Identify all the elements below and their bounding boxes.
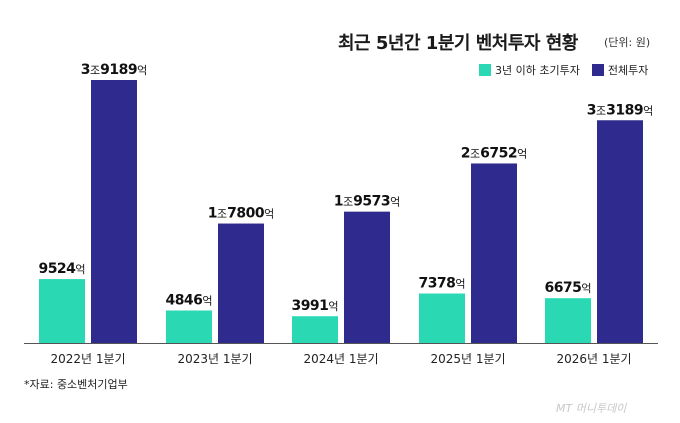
data-label-total-3: 1조9573억 xyxy=(334,194,400,210)
bar-early-1 xyxy=(39,279,85,343)
data-label-total-5: 3조3189억 xyxy=(587,102,653,118)
bar-early-3 xyxy=(292,316,338,343)
bar-total-3 xyxy=(344,211,390,343)
bar-early-4 xyxy=(419,293,465,343)
x-tick-label-1: 2022년 1분기 xyxy=(50,352,125,366)
data-label-early-5: 6675억 xyxy=(544,280,591,296)
watermark-logo: MT 머니투데이 xyxy=(556,402,627,415)
bar-total-4 xyxy=(471,163,517,343)
data-label-early-1: 9524억 xyxy=(38,261,85,277)
legend-label-total: 전체투자 xyxy=(607,64,649,77)
bar-total-5 xyxy=(597,120,643,343)
x-tick-label-5: 2026년 1분기 xyxy=(556,352,631,366)
x-tick-label-2: 2023년 1분기 xyxy=(177,352,252,366)
bar-early-2 xyxy=(166,310,212,343)
source-note: *자료: 중소벤처기업부 xyxy=(24,378,128,391)
legend: 3년 이하 초기투자 전체투자 xyxy=(479,62,648,78)
unit-note: (단위: 원) xyxy=(604,36,651,49)
legend-swatch-total xyxy=(591,64,604,76)
bar-total-2 xyxy=(218,223,264,343)
data-label-early-3: 3991억 xyxy=(291,298,338,314)
legend-swatch-early xyxy=(479,64,491,76)
data-label-total-1: 3조9189억 xyxy=(81,62,147,78)
x-tick-label-4: 2025년 1분기 xyxy=(430,352,505,366)
data-label-early-4: 7378억 xyxy=(418,275,465,291)
legend-label-early: 3년 이하 초기투자 xyxy=(495,64,580,77)
data-label-early-2: 4846억 xyxy=(165,292,212,308)
data-label-total-4: 2조6752억 xyxy=(461,145,527,161)
chart-title: 최근 5년간 1분기 벤처투자 현황 xyxy=(338,33,578,54)
bar-early-5 xyxy=(545,298,591,343)
data-label-total-2: 1조7800억 xyxy=(208,206,274,222)
x-tick-label-3: 2024년 1분기 xyxy=(303,352,378,366)
bar-total-1 xyxy=(91,80,137,343)
